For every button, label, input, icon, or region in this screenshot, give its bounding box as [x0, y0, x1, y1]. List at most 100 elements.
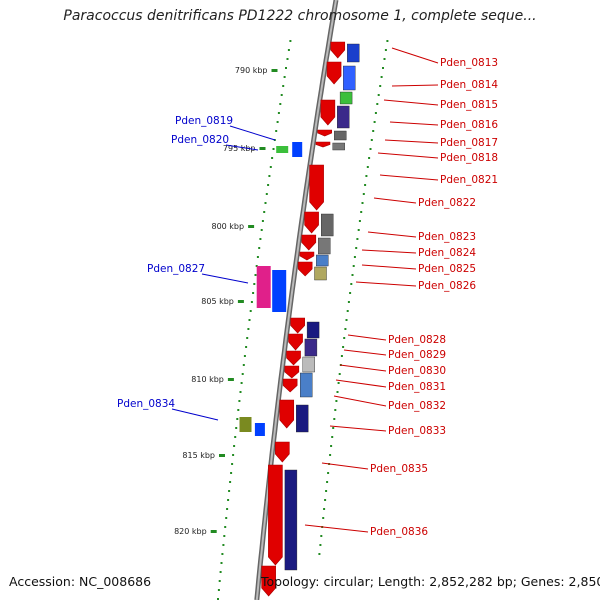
tick-label: 805 kbp [201, 297, 234, 306]
scale-dot [241, 373, 244, 375]
accession-text: Accession: NC_008686 [9, 574, 152, 589]
scale-dot [335, 400, 338, 402]
reverse-gene-arrow [254, 423, 265, 436]
scale-dot [350, 283, 353, 285]
gene-label[interactable]: Pden_0819 [175, 115, 233, 127]
gene-annotation-box [314, 266, 327, 281]
backbone-highlight [255, 0, 337, 600]
gene-annotation-box [337, 105, 350, 129]
scale-dot [318, 553, 321, 555]
gene-label[interactable]: Pden_0818 [440, 152, 498, 164]
scale-dot [342, 346, 345, 348]
scale-dot [344, 328, 347, 330]
gene-label[interactable]: Pden_0821 [440, 174, 498, 186]
gene-annotation-box [332, 142, 345, 151]
scale-dot [319, 544, 322, 546]
scale-dot [364, 184, 367, 186]
gene-label[interactable]: Pden_0815 [440, 99, 498, 111]
gene-label[interactable]: Pden_0835 [370, 463, 428, 475]
gene-label[interactable]: Pden_0831 [388, 381, 446, 393]
scale-dot [240, 382, 243, 384]
scale-dot [245, 346, 248, 348]
scale-dot [351, 274, 354, 276]
scale-dot [271, 157, 274, 159]
gene-label[interactable]: Pden_0832 [388, 400, 446, 412]
scale-dot [329, 454, 332, 456]
scale-dot [250, 301, 253, 303]
label-leader-line [379, 174, 439, 181]
scale-dot [370, 139, 373, 141]
scale-dot [237, 409, 240, 411]
gene-label[interactable]: Pden_0824 [418, 247, 476, 259]
scale-dot [374, 112, 377, 114]
forward-gene-arrow [275, 441, 290, 463]
gene-label[interactable]: Pden_0817 [440, 137, 498, 149]
scale-dot [280, 94, 283, 96]
label-leader-line [304, 524, 369, 533]
gene-label[interactable]: Pden_0827 [147, 263, 205, 275]
tick-mark [248, 225, 255, 228]
reverse-gene-arrow [292, 142, 303, 157]
scale-dot [343, 337, 346, 339]
forward-gene-arrow [326, 61, 342, 85]
label-leader-line [389, 121, 439, 126]
scale-dot [223, 535, 226, 537]
gene-annotation-box [296, 404, 309, 433]
gene-annotation-box [284, 469, 298, 571]
gene-label[interactable]: Pden_0816 [440, 119, 498, 131]
gene-label[interactable]: Pden_0813 [440, 57, 498, 69]
gene-label[interactable]: Pden_0822 [418, 197, 476, 209]
scale-dot [377, 94, 380, 96]
gene-label[interactable]: Pden_0828 [388, 334, 446, 346]
scale-dot [264, 202, 267, 204]
scale-dot [327, 472, 330, 474]
scale-dot [332, 427, 335, 429]
gene-label[interactable]: Pden_0836 [370, 526, 428, 538]
forward-gene-arrow [301, 234, 317, 251]
gene-label[interactable]: Pden_0834 [117, 398, 175, 410]
tick-label: 800 kbp [211, 222, 244, 231]
scale-dot [353, 256, 356, 258]
forward-gene-arrow [297, 261, 313, 277]
scale-dot [260, 229, 263, 231]
gene-annotation-box [300, 372, 313, 398]
tick-label: 810 kbp [191, 375, 224, 384]
scale-dot [287, 49, 290, 51]
label-leader-line [347, 334, 387, 341]
gene-label[interactable]: Pden_0820 [171, 134, 229, 146]
label-leader-line [335, 379, 387, 388]
scale-dot [276, 121, 279, 123]
label-leader-line [343, 349, 387, 356]
topology-summary: Topology: circular; Length: 2,852,282 bp… [261, 574, 600, 589]
scale-dot [340, 355, 343, 357]
forward-gene-arrow [304, 211, 319, 234]
scale-dot [338, 373, 341, 375]
scale-dot [222, 544, 225, 546]
scale-dot [283, 76, 286, 78]
scale-dot [228, 490, 231, 492]
gene-label[interactable]: Pden_0826 [418, 280, 476, 292]
scale-dot [368, 157, 371, 159]
scale-dot [220, 562, 223, 564]
gene-label[interactable]: Pden_0833 [388, 425, 446, 437]
scale-dot [383, 58, 386, 60]
label-leader-line [373, 197, 417, 204]
gene-annotation-box [318, 237, 331, 255]
scale-dot [217, 598, 219, 600]
scale-dot [369, 148, 372, 150]
gene-label[interactable]: Pden_0830 [388, 365, 446, 377]
scale-dot [227, 499, 230, 501]
label-leader-line [383, 99, 439, 106]
scale-dot [324, 499, 327, 501]
gene-label[interactable]: Pden_0825 [418, 263, 476, 275]
scale-dot [258, 247, 261, 249]
gene-label[interactable]: Pden_0823 [418, 231, 476, 243]
scale-dot [365, 175, 368, 177]
scale-dot [345, 319, 348, 321]
gene-label[interactable]: Pden_0829 [388, 349, 446, 361]
scale-dot [372, 130, 375, 132]
scale-dot [252, 292, 255, 294]
gene-label[interactable]: Pden_0814 [440, 79, 498, 91]
tick-label: 820 kbp [174, 527, 207, 536]
